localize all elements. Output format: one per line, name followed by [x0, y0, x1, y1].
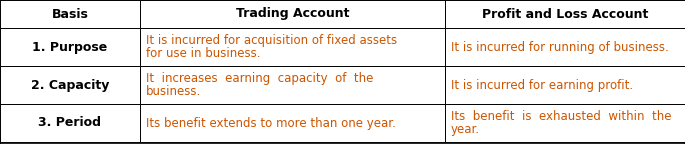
- Bar: [140, 28, 445, 66]
- Text: for use in business.: for use in business.: [146, 47, 260, 60]
- Bar: [0, 104, 140, 142]
- Text: Its  benefit  is  exhausted  within  the: Its benefit is exhausted within the: [451, 110, 671, 123]
- Text: year.: year.: [451, 123, 480, 136]
- Bar: [445, 0, 685, 28]
- Text: Basis: Basis: [51, 7, 88, 20]
- Text: It is incurred for earning profit.: It is incurred for earning profit.: [451, 78, 633, 91]
- Text: It  increases  earning  capacity  of  the: It increases earning capacity of the: [146, 72, 373, 85]
- Bar: [445, 104, 685, 142]
- Bar: [445, 66, 685, 104]
- Bar: [0, 0, 140, 28]
- Bar: [0, 28, 140, 66]
- Text: Trading Account: Trading Account: [236, 7, 349, 20]
- Text: 2. Capacity: 2. Capacity: [31, 78, 109, 91]
- Text: 1. Purpose: 1. Purpose: [32, 40, 108, 54]
- Text: 3. Period: 3. Period: [38, 116, 101, 129]
- Text: It is incurred for acquisition of fixed assets: It is incurred for acquisition of fixed …: [146, 34, 397, 47]
- Bar: [140, 66, 445, 104]
- Text: Its benefit extends to more than one year.: Its benefit extends to more than one yea…: [146, 116, 396, 129]
- Text: It is incurred for running of business.: It is incurred for running of business.: [451, 40, 669, 54]
- Bar: [140, 104, 445, 142]
- Text: Profit and Loss Account: Profit and Loss Account: [482, 7, 648, 20]
- Bar: [445, 28, 685, 66]
- Text: business.: business.: [146, 85, 201, 98]
- Bar: [140, 0, 445, 28]
- Bar: [0, 66, 140, 104]
